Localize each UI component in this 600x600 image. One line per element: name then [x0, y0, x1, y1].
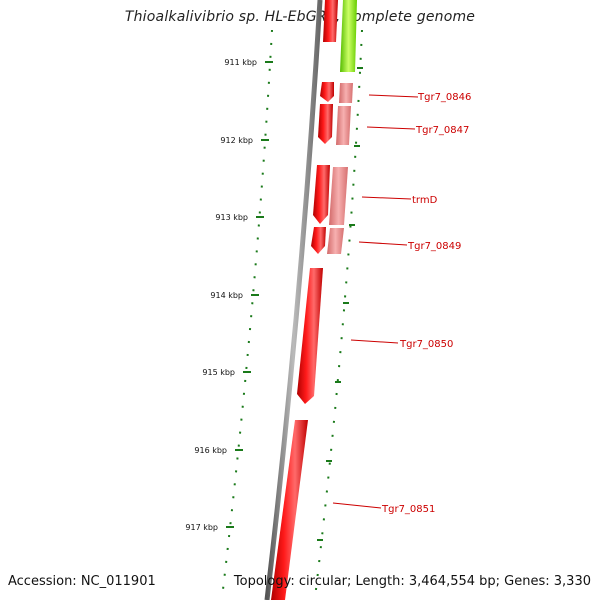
ruler-track — [221, 29, 273, 599]
gene-labels: Tgr7_0846 Tgr7_0847 trmD Tgr7_0849 Tgr7_… — [381, 92, 471, 515]
accession-text: Accession: NC_011901 — [8, 574, 156, 589]
gene-label-tgr7-0846: Tgr7_0846 — [417, 92, 471, 103]
pink-genes — [327, 83, 353, 254]
red-genes — [271, 0, 338, 600]
gene-label-tgr7-0850: Tgr7_0850 — [399, 339, 453, 350]
tick-label-914: 914 kbp — [210, 291, 243, 300]
outer-track — [314, 29, 363, 599]
map-title: Thioalkalivibrio sp. HL-EbGR7, complete … — [124, 9, 476, 25]
tick-label-915: 915 kbp — [202, 368, 235, 377]
gene-green — [340, 0, 357, 72]
gene-red-0850 — [297, 268, 323, 404]
tick-label-913: 913 kbp — [215, 213, 248, 222]
gene-label-trmd: trmD — [412, 195, 438, 206]
tick-labels: 911 kbp 912 kbp 913 kbp 914 kbp 915 kbp … — [185, 58, 257, 532]
genome-backbone — [264, 0, 323, 600]
tick-label-911: 911 kbp — [224, 58, 257, 67]
genome-summary-text: Topology: circular; Length: 3,464,554 bp… — [233, 574, 591, 589]
gene-pink-trmd — [329, 167, 348, 225]
tick-label-917: 917 kbp — [185, 523, 218, 532]
gene-red-trmd — [313, 165, 330, 224]
tick-label-916: 916 kbp — [194, 446, 227, 455]
tick-marks — [226, 61, 273, 528]
tick-label-912: 912 kbp — [220, 136, 253, 145]
gene-pink-0847 — [336, 106, 351, 145]
gene-label-tgr7-0849: Tgr7_0849 — [407, 241, 461, 252]
gene-leader-lines — [332, 94, 419, 509]
gene-red-0846 — [320, 82, 334, 102]
gene-red-top — [323, 0, 338, 42]
gene-pink-0849 — [327, 228, 344, 254]
gene-label-tgr7-0851: Tgr7_0851 — [381, 504, 435, 515]
gene-label-tgr7-0847: Tgr7_0847 — [415, 125, 469, 136]
gene-red-0851 — [271, 420, 308, 600]
gene-red-0849 — [311, 227, 326, 254]
gene-red-0847 — [318, 104, 333, 144]
gene-pink-0846 — [339, 83, 353, 103]
